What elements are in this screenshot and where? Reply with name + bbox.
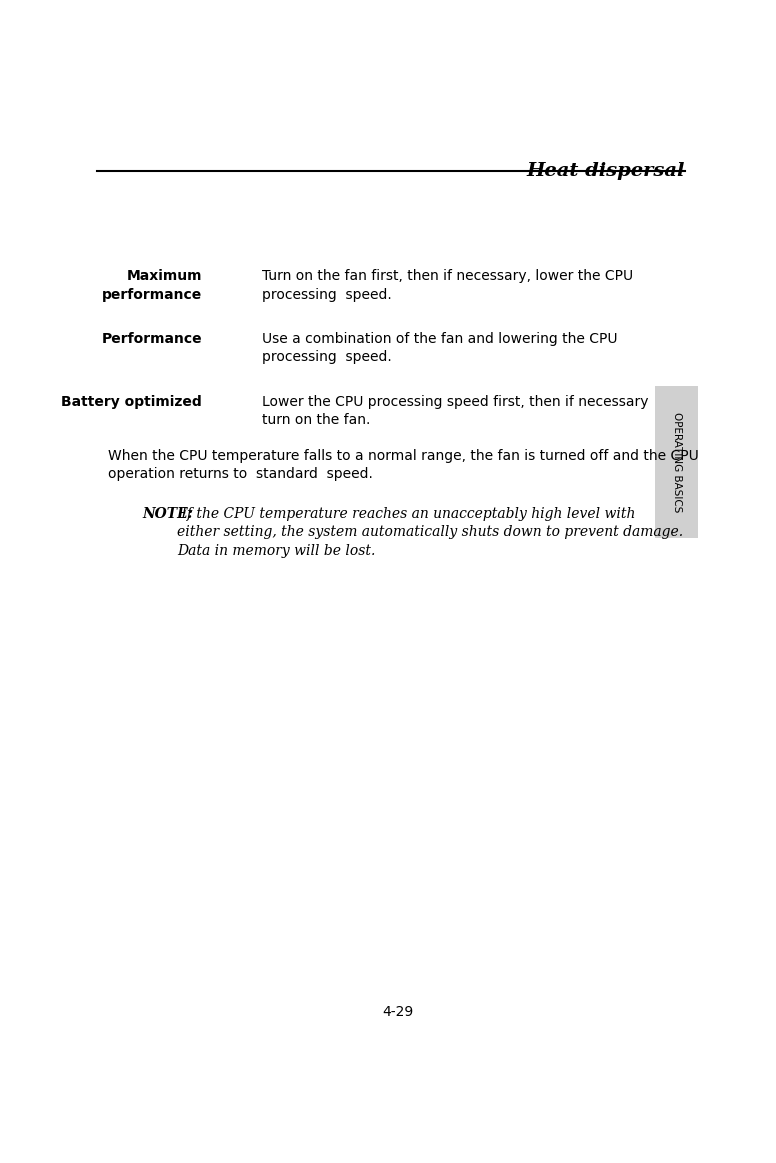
- Bar: [655, 386, 698, 538]
- Text: Use a combination of the fan and lowering the CPU
processing  speed.: Use a combination of the fan and lowerin…: [262, 333, 618, 364]
- Text: NOTE:: NOTE:: [142, 507, 193, 521]
- Text: If the CPU temperature reaches an unacceptably high level with
either setting, t: If the CPU temperature reaches an unacce…: [177, 507, 683, 557]
- Text: Battery optimized: Battery optimized: [61, 394, 203, 408]
- Text: 4-29: 4-29: [382, 1005, 414, 1019]
- Text: OPERATING BASICS: OPERATING BASICS: [672, 412, 682, 512]
- Text: Maximum
performance: Maximum performance: [102, 270, 203, 302]
- Text: Heat dispersal: Heat dispersal: [527, 162, 685, 180]
- Text: When the CPU temperature falls to a normal range, the fan is turned off and the : When the CPU temperature falls to a norm…: [108, 449, 698, 481]
- Text: Turn on the fan first, then if necessary, lower the CPU
processing  speed.: Turn on the fan first, then if necessary…: [262, 270, 633, 302]
- Text: Lower the CPU processing speed first, then if necessary
turn on the fan.: Lower the CPU processing speed first, th…: [262, 394, 649, 427]
- Text: Performance: Performance: [102, 333, 203, 347]
